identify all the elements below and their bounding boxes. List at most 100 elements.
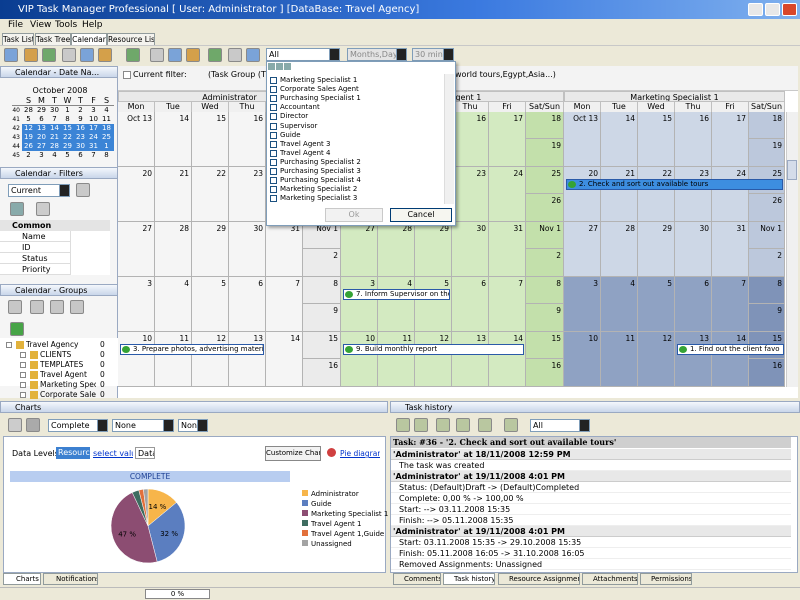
check-box[interactable]	[270, 177, 277, 185]
day-cell[interactable]: 18	[749, 112, 785, 139]
day-cell[interactable]: 9	[303, 304, 341, 332]
mini-day[interactable]: 29	[37, 106, 46, 114]
check-box[interactable]	[270, 149, 277, 157]
dropdown-arrow[interactable]	[443, 49, 453, 60]
day-cell[interactable]: 3	[118, 277, 155, 332]
day-cell[interactable]: 23	[452, 167, 489, 222]
day-cell[interactable]: 15	[638, 112, 675, 167]
mini-day[interactable]: 14	[50, 124, 59, 132]
dropdown-arrow[interactable]	[329, 49, 339, 60]
menu-item[interactable]: Help	[82, 20, 103, 30]
day-cell[interactable]: 16	[452, 112, 489, 167]
mini-day[interactable]: 6	[78, 151, 83, 159]
day-cell[interactable]: 24	[489, 167, 526, 222]
bottom-tab[interactable]: Attachments	[582, 573, 638, 585]
day-cell[interactable]: 12	[638, 332, 675, 387]
check-item[interactable]: Marketing Specialist 1	[280, 76, 358, 84]
day-cell[interactable]: 13	[229, 332, 266, 387]
mini-day[interactable]: 3	[91, 106, 96, 114]
day-cell[interactable]: 17	[712, 112, 749, 167]
check-item[interactable]: Purchasing Specialist 2	[280, 157, 361, 166]
bottom-tab[interactable]: Resource Assignment	[498, 573, 580, 585]
day-cell[interactable]: 10	[118, 332, 155, 387]
dropdown-arrow[interactable]	[59, 185, 69, 196]
day-cell[interactable]: 25	[526, 167, 564, 194]
mini-day[interactable]: 13	[37, 124, 46, 132]
day-cell[interactable]: 8	[526, 277, 564, 304]
day-cell[interactable]: 11	[378, 332, 415, 387]
day-cell[interactable]: 22	[638, 167, 675, 222]
day-cell[interactable]: 10	[341, 332, 378, 387]
day-cell[interactable]: 15	[526, 332, 564, 359]
mini-day[interactable]: 10	[89, 115, 98, 123]
day-cell[interactable]: 14	[489, 332, 526, 387]
day-cell[interactable]: 23	[675, 167, 712, 222]
day-cell[interactable]: 29	[192, 222, 229, 277]
day-cell[interactable]: 13	[675, 332, 712, 387]
day-cell[interactable]: 16	[675, 112, 712, 167]
day-cell[interactable]: 9	[526, 304, 564, 332]
mini-day[interactable]: 30	[50, 106, 59, 114]
mini-day[interactable]: 12	[24, 124, 33, 132]
tree-expander[interactable]	[20, 372, 26, 378]
day-cell[interactable]: 12	[192, 332, 229, 387]
tree-item[interactable]: Travel Agent	[40, 370, 87, 379]
dropdown-arrow[interactable]	[163, 420, 173, 431]
mini-day[interactable]: 16	[76, 124, 85, 132]
check-item[interactable]: Guide	[280, 130, 301, 139]
check-item[interactable]: Accountant	[280, 103, 320, 112]
mini-day[interactable]: 22	[63, 133, 72, 141]
resource-filter[interactable]: All	[266, 48, 340, 61]
tree-item[interactable]: Marketing Spec	[40, 380, 96, 389]
day-cell[interactable]: 30	[675, 222, 712, 277]
diagram-link[interactable]: Pie diagram	[340, 449, 380, 458]
select-link[interactable]: select value	[93, 449, 133, 458]
day-cell[interactable]: 7	[266, 277, 303, 332]
day-cell[interactable]: 5	[415, 277, 452, 332]
tree-expander[interactable]	[20, 392, 26, 398]
mini-day[interactable]: 19	[24, 133, 33, 141]
day-cell[interactable]: Nov 1	[526, 222, 564, 249]
menu-item[interactable]: View	[30, 20, 52, 30]
day-cell[interactable]: 8	[303, 277, 341, 304]
day-cell[interactable]: 28	[155, 222, 192, 277]
window-button[interactable]	[765, 3, 780, 16]
mini-day[interactable]: 24	[89, 133, 98, 141]
day-cell[interactable]: 6	[675, 277, 712, 332]
day-cell[interactable]: 2	[749, 249, 785, 277]
mini-day[interactable]: 2	[78, 106, 83, 114]
day-cell[interactable]: 19	[526, 139, 564, 167]
check-box[interactable]	[270, 95, 277, 103]
cancel-button[interactable]: Cancel	[390, 208, 452, 222]
check-box[interactable]	[270, 104, 277, 112]
day-cell[interactable]: 28	[601, 222, 638, 277]
day-cell[interactable]: 14	[266, 332, 303, 387]
day-cell[interactable]: 16	[749, 359, 785, 387]
check-box[interactable]	[270, 186, 277, 194]
day-cell[interactable]: Oct 13	[564, 112, 601, 167]
day-cell[interactable]: 19	[749, 139, 785, 167]
tab[interactable]: Resource List	[107, 33, 155, 45]
group2-select[interactable]: Non	[178, 419, 208, 432]
check-box[interactable]	[270, 77, 277, 84]
day-cell[interactable]: 26	[749, 194, 785, 222]
mini-day[interactable]: 2	[26, 151, 31, 159]
tree-expander[interactable]	[20, 352, 26, 358]
mini-day[interactable]: 5	[65, 151, 70, 159]
day-cell[interactable]: 10	[564, 332, 601, 387]
day-cell[interactable]: 5	[192, 277, 229, 332]
mini-day[interactable]: 31	[89, 142, 98, 150]
mini-day[interactable]: 8	[104, 151, 109, 159]
day-cell[interactable]: 12	[415, 332, 452, 387]
mini-day[interactable]: 1	[65, 106, 70, 114]
tab[interactable]: Calendar	[71, 33, 107, 45]
check-item[interactable]: Supervisor	[280, 121, 318, 130]
check-item[interactable]: Corporate Sales Agent	[280, 85, 359, 94]
bottom-tab[interactable]: Notifications	[43, 573, 98, 585]
tree-item[interactable]: Corporate Sales	[40, 390, 96, 399]
day-cell[interactable]: Nov 1	[303, 222, 341, 249]
check-box[interactable]	[270, 195, 277, 203]
check-box[interactable]	[270, 86, 277, 94]
tree-item[interactable]: Travel Agency	[26, 340, 79, 349]
mini-day[interactable]: 1	[104, 142, 109, 150]
